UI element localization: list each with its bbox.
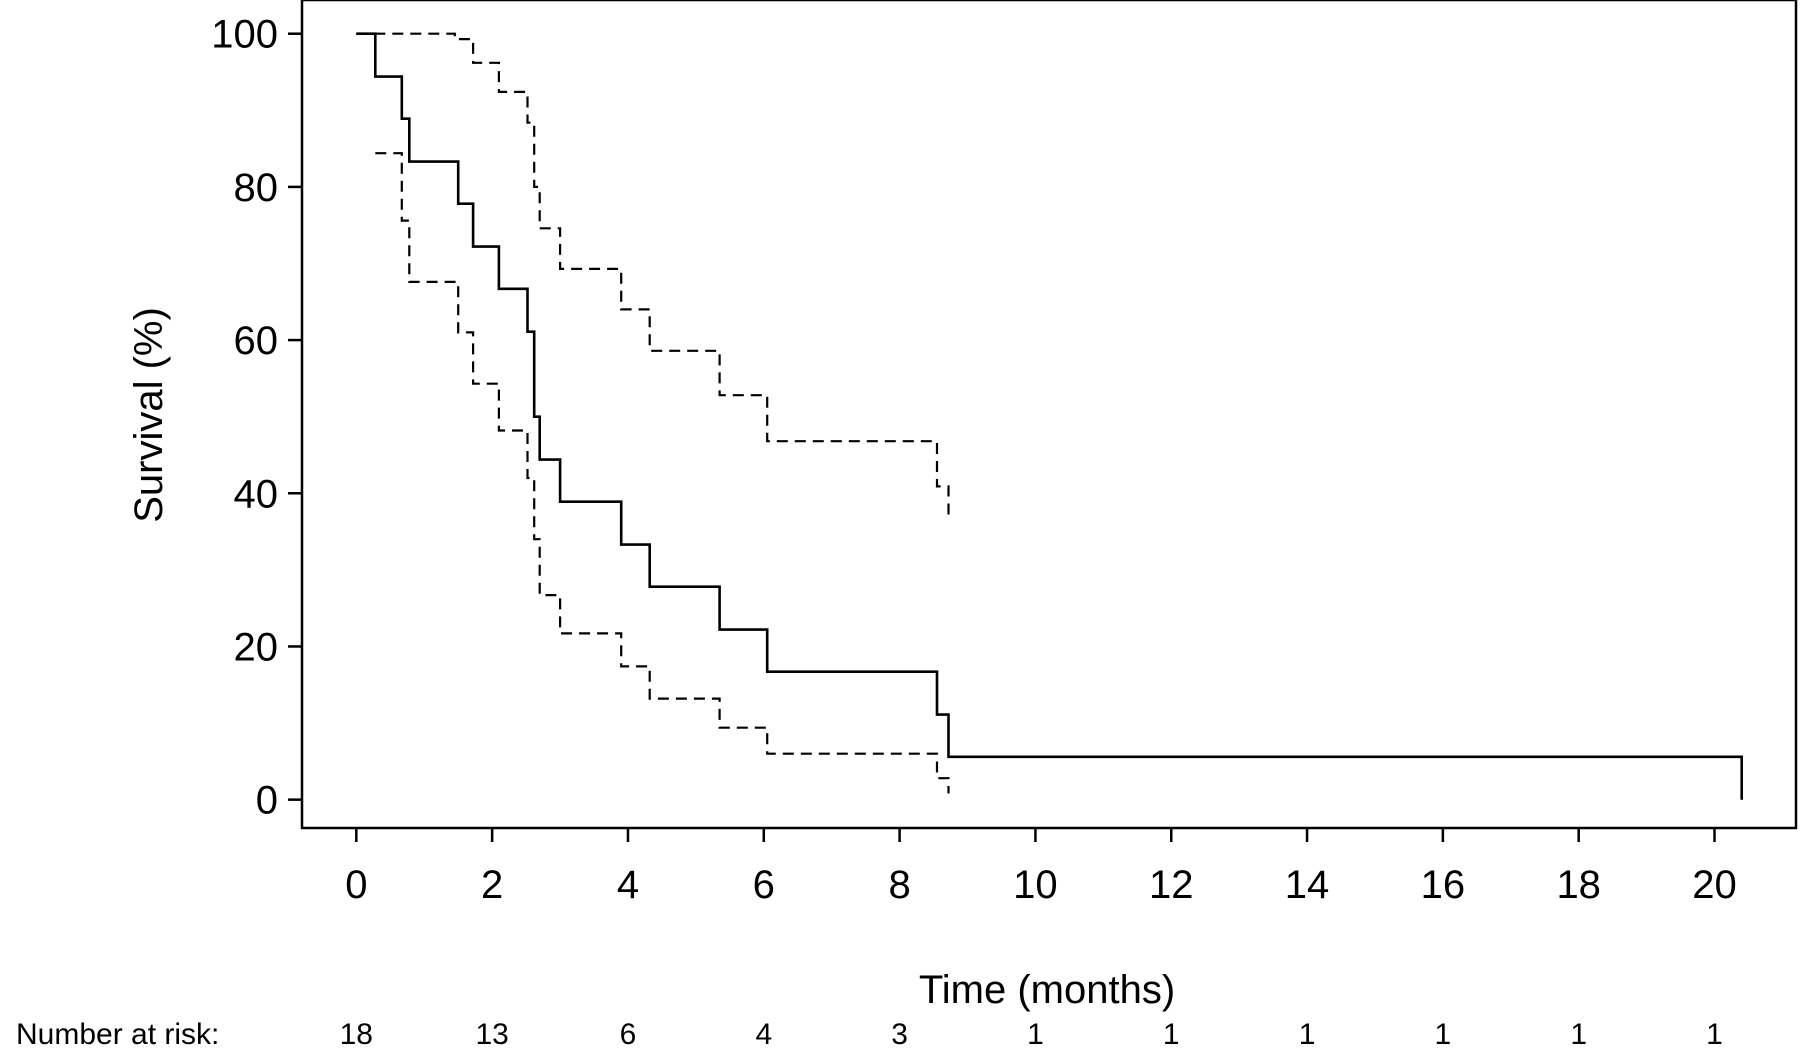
risk-count: 1	[1299, 1018, 1316, 1051]
y-tick-label: 40	[234, 472, 279, 516]
x-tick-label: 4	[617, 863, 639, 907]
x-tick-label: 16	[1421, 863, 1466, 907]
risk-table: 18 13 6 4 3 1 1 1 1 1 1	[340, 1018, 1723, 1051]
x-tick-label: 6	[753, 863, 775, 907]
risk-count: 6	[620, 1018, 637, 1051]
y-tick-label: 100	[211, 13, 278, 57]
survival-estimate-line	[356, 32, 1743, 800]
y-axis-title: Survival (%)	[127, 307, 171, 523]
risk-count: 1	[1570, 1018, 1587, 1051]
x-axis-title: Time (months)	[919, 968, 1175, 1012]
x-tick-label: 0	[345, 863, 367, 907]
upper-confidence-line	[356, 32, 950, 517]
risk-count: 13	[475, 1018, 508, 1051]
survival-curves	[356, 32, 1743, 800]
y-tick-label: 80	[234, 166, 279, 210]
y-tick-label: 20	[234, 625, 279, 669]
x-tick-label: 20	[1692, 863, 1737, 907]
plot-frame	[300, 0, 1798, 830]
y-tick-label: 0	[256, 779, 278, 823]
x-tick-label: 18	[1556, 863, 1601, 907]
risk-table-label: Number at risk:	[16, 1018, 219, 1051]
risk-count: 3	[891, 1018, 908, 1051]
x-tick-label: 10	[1013, 863, 1058, 907]
risk-count: 1	[1435, 1018, 1452, 1051]
y-tick-label: 60	[234, 319, 279, 363]
risk-count: 18	[340, 1018, 373, 1051]
risk-count: 1	[1706, 1018, 1723, 1051]
lower-confidence-line	[375, 152, 950, 794]
x-tick-label: 8	[888, 863, 910, 907]
risk-count: 1	[1027, 1018, 1044, 1051]
risk-count: 4	[755, 1018, 772, 1051]
x-tick-label: 14	[1285, 863, 1330, 907]
x-tick-label: 12	[1149, 863, 1194, 907]
y-axis: 0 20 40 60 80 100	[211, 13, 302, 823]
x-tick-label: 2	[481, 863, 503, 907]
x-axis: 0 2 4 6 8 10 12 14 16 18 20	[345, 828, 1737, 907]
risk-count: 1	[1163, 1018, 1180, 1051]
